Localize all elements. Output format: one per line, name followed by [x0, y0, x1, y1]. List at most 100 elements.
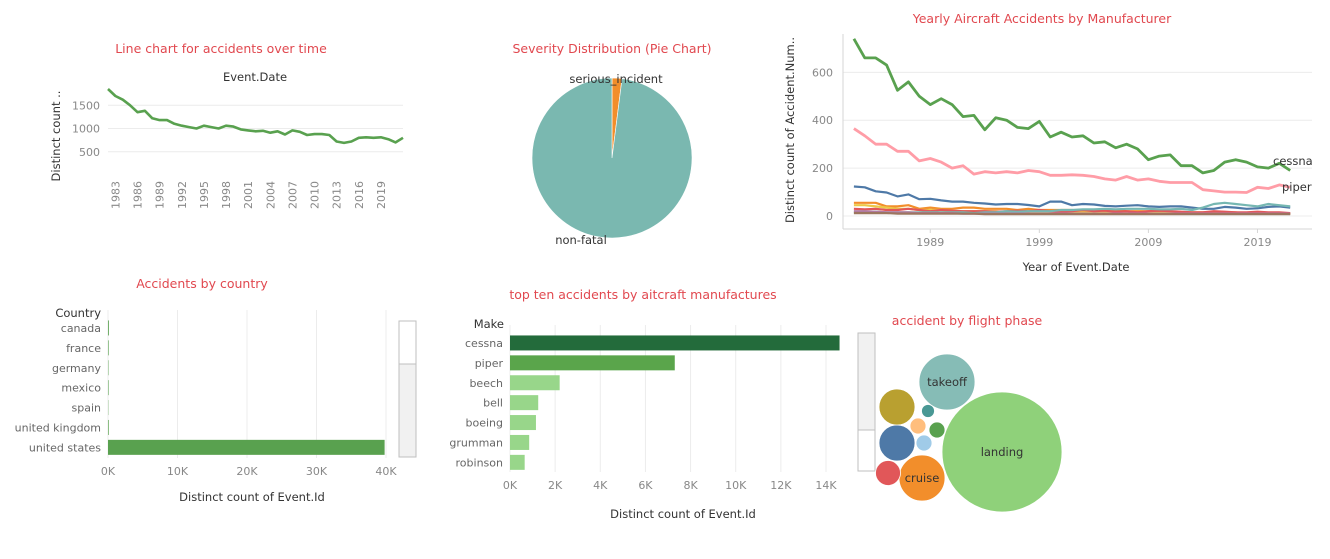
bubble-label: landing — [981, 445, 1024, 459]
bar-france — [108, 340, 109, 356]
flight-phase-scrollbar-thumb[interactable] — [857, 332, 876, 431]
x-tick-label: 0K — [503, 479, 518, 492]
line-chart-title: Line chart for accidents over time — [115, 41, 327, 56]
x-tick-label: 2001 — [242, 181, 255, 209]
x-tick-label: 2007 — [286, 181, 299, 209]
yearly-chart-grid — [842, 34, 1312, 230]
country-chart-grid — [107, 310, 387, 458]
manufacturer-chart-categories: cessna piper beech bell boeing grumman robinso… — [449, 337, 503, 469]
line-chart-y-ticks: 500 1000 1500 — [72, 99, 100, 159]
flight-phase-bubble-chart: accident by flight phase landing takeoff c… — [857, 313, 1063, 513]
manufacturer-chart-xlabel: Distinct count of Event.Id — [610, 507, 756, 521]
bubble-landing — [941, 391, 1063, 513]
bar-cessna — [510, 335, 840, 351]
bubble-phase-6 — [928, 421, 946, 439]
bubble-phase-9 — [921, 404, 935, 418]
x-tick-label: 1989 — [916, 236, 944, 249]
bubble-label: takeoff — [927, 375, 968, 389]
bubble-label: cruise — [905, 471, 940, 485]
yearly-chart-xlabel: Year of Event.Date — [1022, 260, 1130, 274]
bubble-phase-7 — [915, 434, 933, 452]
bar-grumman — [510, 434, 530, 450]
x-tick-label: 2009 — [1134, 236, 1162, 249]
bar-bell — [510, 395, 539, 411]
x-tick-label: 1995 — [198, 181, 211, 209]
series-line-series-8 — [853, 212, 1291, 216]
yearly-chart-marks — [852, 38, 1291, 216]
x-tick-label: 2K — [548, 479, 563, 492]
x-tick-label: 40K — [375, 465, 397, 478]
country-bar-chart: Accidents by country Country Distinct co… — [15, 276, 417, 504]
x-tick-label: 1998 — [220, 181, 233, 209]
yearly-chart-title: Yearly Aircraft Accidents by Manufacture… — [912, 11, 1172, 26]
category-label: united kingdom — [15, 421, 101, 434]
y-tick-label: 600 — [812, 66, 833, 79]
series-label-piper: piper — [1282, 180, 1312, 194]
manufacturer-chart-header: Make — [474, 317, 504, 331]
category-label: piper — [475, 357, 504, 370]
category-label: united states — [29, 441, 101, 454]
pie-slices — [531, 77, 693, 239]
pie-label-non-fatal: non-fatal — [555, 233, 607, 247]
x-tick-label: 1992 — [176, 181, 189, 209]
category-label: cessna — [465, 337, 503, 350]
flight-phase-scrollbar[interactable] — [857, 332, 876, 472]
yearly-chart-x-ticks: 1989 1999 2009 2019 — [916, 229, 1271, 249]
x-tick-label: 1989 — [154, 181, 167, 209]
x-tick-label: 2016 — [353, 181, 366, 209]
series-line-piper — [853, 127, 1291, 194]
category-label: canada — [61, 322, 101, 335]
bubble-phase-8 — [909, 417, 927, 435]
category-label: spain — [72, 402, 102, 415]
manufacturer-chart-bars — [510, 335, 840, 470]
category-label: robinson — [456, 456, 503, 469]
x-tick-label: 1999 — [1025, 236, 1053, 249]
line-chart-header: Event.Date — [223, 70, 287, 84]
x-tick-label: 14K — [815, 479, 837, 492]
country-chart-scrollbar[interactable] — [398, 320, 417, 458]
severity-pie-chart: Severity Distribution (Pie Chart) seriou… — [513, 41, 712, 247]
bubble-phase-4 — [878, 388, 916, 426]
line-chart-x-ticks: 1983 1986 1989 1992 1995 1998 2001 2004 2007 2010… — [109, 181, 388, 209]
category-label: beech — [469, 377, 503, 390]
bubble-phase-5 — [875, 460, 901, 486]
category-label: germany — [52, 362, 102, 375]
manufacturer-bar-chart: top ten accidents by aitcraft manufactur… — [449, 287, 840, 521]
x-tick-label: 2019 — [1243, 236, 1271, 249]
series-line-cessna — [852, 38, 1291, 175]
country-scrollbar-thumb[interactable] — [398, 363, 417, 458]
x-tick-label: 10K — [725, 479, 747, 492]
line-chart-ylabel: Distinct count .. — [49, 91, 63, 182]
x-tick-label: 2013 — [331, 181, 344, 209]
y-tick-label: 500 — [79, 146, 100, 159]
pie-chart-title: Severity Distribution (Pie Chart) — [513, 41, 712, 56]
pie-label-serious-incident: serious_incident — [569, 72, 663, 86]
y-tick-label: 200 — [812, 162, 833, 175]
bubble-phase-3 — [878, 424, 916, 462]
category-label: france — [66, 342, 101, 355]
x-tick-label: 12K — [770, 479, 792, 492]
bar-mexico — [108, 380, 109, 396]
country-chart-categories: canada france germany mexico spain united kin… — [15, 322, 102, 454]
x-tick-label: 1983 — [109, 181, 122, 209]
yearly-manufacturer-chart: Yearly Aircraft Accidents by Manufacture… — [783, 11, 1313, 274]
bar-beech — [510, 375, 560, 391]
manufacturer-chart-title: top ten accidents by aitcraft manufactur… — [509, 287, 776, 302]
country-chart-x-ticks: 0K 10K 20K 30K 40K — [101, 465, 397, 478]
line-chart-marks — [107, 88, 404, 145]
bar-robinson — [510, 454, 525, 470]
flight-phase-bubbles: landing takeoff cruise — [875, 353, 1063, 513]
bar-canada — [108, 320, 109, 336]
series-label-cessna: cessna — [1273, 154, 1313, 168]
line-chart-over-time: Line chart for accidents over time Event… — [49, 41, 404, 209]
x-tick-label: 0K — [101, 465, 116, 478]
y-tick-label: 0 — [826, 210, 833, 223]
line-chart-grid — [108, 104, 403, 153]
y-tick-label: 1500 — [72, 99, 100, 112]
category-label: boeing — [466, 417, 504, 430]
y-tick-label: 1000 — [72, 123, 100, 136]
x-tick-label: 2004 — [264, 181, 277, 209]
bar-united-kingdom — [108, 419, 109, 435]
series-line-series-2 — [853, 185, 1291, 210]
